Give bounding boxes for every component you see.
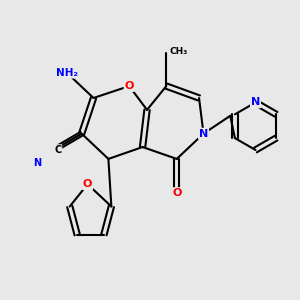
Text: N: N (199, 129, 208, 139)
Text: NH₂: NH₂ (56, 68, 78, 78)
Text: C: C (54, 145, 61, 155)
Text: CH₃: CH₃ (169, 47, 188, 56)
Text: O: O (124, 81, 134, 91)
Text: N: N (33, 158, 41, 168)
Text: O: O (172, 188, 182, 198)
Text: O: O (83, 179, 92, 189)
Text: N: N (251, 98, 260, 107)
